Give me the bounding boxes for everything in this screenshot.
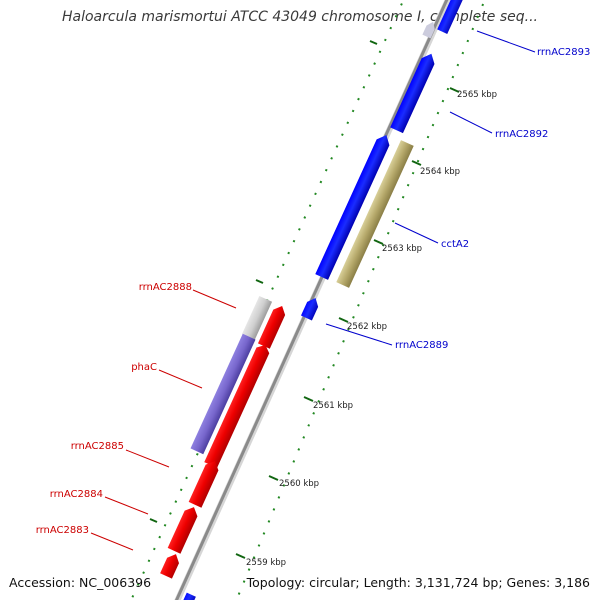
label-cctA2[interactable]: cctA2: [441, 239, 469, 250]
tick-label-2561: 2561 kbp: [313, 401, 353, 411]
tick-label-2564: 2564 kbp: [420, 167, 460, 177]
tick-label-2562: 2562 kbp: [347, 322, 387, 332]
gene-rrnAC2888-red[interactable]: [257, 303, 288, 349]
tick-mark-2564: [411, 160, 422, 166]
leader-rrnAC2893: [476, 30, 536, 53]
gene-rrnAC2883[interactable]: [160, 551, 182, 579]
gene-rrnAC2893[interactable]: [422, 20, 437, 39]
gene-rrnAC2893-top[interactable]: [437, 0, 468, 34]
map-title: Haloarcula marismortui ATCC 43049 chromo…: [62, 9, 538, 25]
scale-ticks: [149, 40, 460, 559]
leader-rrnAC2889: [325, 323, 393, 346]
label-rrnAC2884[interactable]: rrnAC2884: [50, 489, 103, 500]
label-rrnAC2888[interactable]: rrnAC2888: [139, 282, 192, 293]
leader-cctA2: [394, 222, 439, 244]
label-rrnAC2893[interactable]: rrnAC2893: [537, 47, 590, 58]
gene-rrnAC2885[interactable]: [188, 458, 222, 508]
gene-rrnAC2888[interactable]: [241, 295, 273, 341]
leader-rrnAC2885: [125, 449, 170, 468]
tick-mark-2563: [373, 239, 384, 245]
label-rrnAC2885[interactable]: rrnAC2885: [71, 441, 124, 452]
label-rrnAC2889[interactable]: rrnAC2889: [395, 340, 448, 351]
gene-ccta2-neighbor[interactable]: [315, 132, 392, 280]
leader-rrnAC2888: [192, 289, 237, 309]
accession-text: Accession: NC_006396: [9, 575, 152, 590]
leader-rrnAC2892: [449, 111, 493, 134]
gene-phaC[interactable]: [190, 333, 256, 455]
tick-label-2565: 2565 kbp: [457, 90, 497, 100]
tick-mark-2561: [303, 396, 314, 402]
gene-rrnAC2884[interactable]: [167, 504, 201, 554]
gene-bottom-forward[interactable]: [180, 592, 196, 600]
label-phaC[interactable]: phaC: [131, 362, 157, 373]
inner-tick-3: [149, 518, 158, 523]
gene-phaC-red[interactable]: [204, 342, 271, 468]
tick-label-2563: 2563 kbp: [382, 244, 422, 254]
topology-text: Topology: circular; Length: 3,131,724 bp…: [246, 575, 590, 590]
tick-label-2560: 2560 kbp: [279, 479, 319, 489]
tick-label-2559: 2559 kbp: [246, 558, 286, 568]
tick-mark-2560: [268, 475, 279, 481]
leader-rrnAC2884: [104, 496, 149, 515]
leader-rrnAC2883: [90, 532, 134, 551]
label-rrnAC2892[interactable]: rrnAC2892: [495, 129, 548, 140]
gene-rrnAC2889[interactable]: [300, 296, 321, 321]
tick-mark-2565: [449, 87, 460, 93]
leader-phaC: [158, 369, 203, 389]
inner-tick-ring: [130, 0, 405, 600]
outer-tick-ring: [235, 0, 486, 600]
label-rrnAC2883[interactable]: rrnAC2883: [36, 525, 89, 536]
tick-mark-2559: [235, 553, 246, 559]
inner-tick-1: [369, 40, 378, 45]
inner-tick-2: [255, 279, 264, 284]
tick-mark-2562: [338, 317, 349, 323]
gene-rrnAC2892[interactable]: [390, 51, 438, 134]
gene-cctA2[interactable]: [336, 140, 414, 288]
